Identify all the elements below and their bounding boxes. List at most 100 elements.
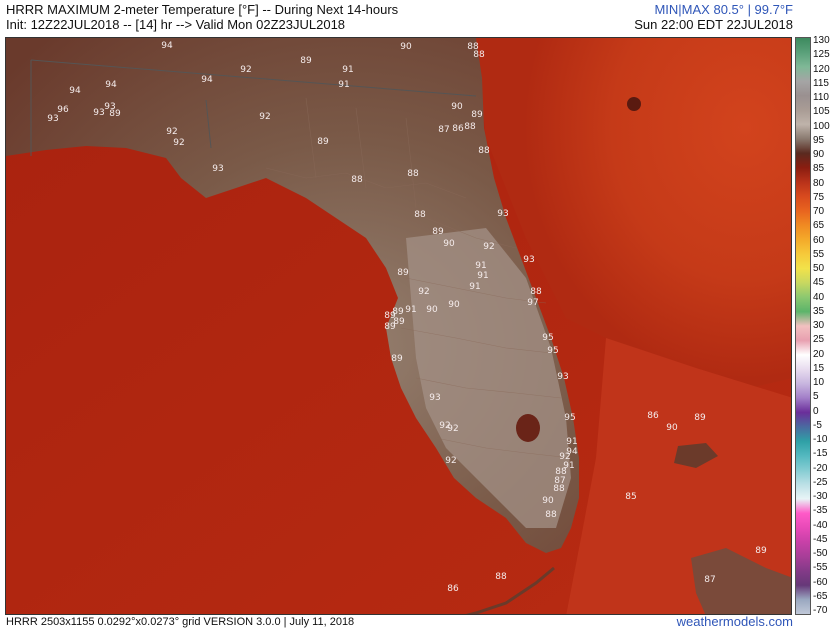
county-lines bbox=[265, 97, 572, 459]
temp-label: 90 bbox=[400, 42, 412, 52]
temp-label: 91 bbox=[566, 437, 577, 447]
temp-label: 93 bbox=[104, 102, 115, 112]
colorbar-tick-label: 50 bbox=[813, 263, 825, 274]
temp-label: 95 bbox=[564, 413, 575, 423]
temp-label: 89 bbox=[392, 307, 404, 317]
temp-label: 88 bbox=[414, 210, 426, 220]
temp-label: 89 bbox=[109, 109, 121, 119]
colorbar-tick-label: 45 bbox=[813, 277, 825, 289]
temp-label: 86 bbox=[452, 124, 464, 134]
colorbar-tick-label: -5 bbox=[813, 419, 822, 431]
temp-label: 88 bbox=[545, 510, 557, 520]
colorbar-tick-label: 35 bbox=[813, 305, 825, 317]
temp-label: 91 bbox=[469, 282, 480, 292]
temp-label: 90 bbox=[451, 102, 463, 112]
florida-keys bbox=[465, 566, 555, 614]
colorbar-tick-label: -35 bbox=[813, 505, 828, 517]
temp-label: 85 bbox=[625, 492, 636, 502]
temp-label: 89 bbox=[755, 546, 767, 556]
colorbar-tick-label: -50 bbox=[813, 548, 828, 559]
init-time-label: Init: 12Z22JUL2018 -- [14] hr --> Valid … bbox=[6, 17, 346, 32]
temp-label: 89 bbox=[432, 227, 444, 237]
colorbar-tick-label: 75 bbox=[813, 191, 825, 203]
temp-label: 92 bbox=[559, 452, 570, 462]
temp-label: 97 bbox=[527, 298, 538, 308]
temp-label: 89 bbox=[471, 110, 483, 120]
colorbar-tick-label: -70 bbox=[813, 605, 828, 616]
grid-info-footer: HRRR 2503x1155 0.0292°x0.0273° grid VERS… bbox=[6, 616, 355, 628]
colorbar-tick-label: 100 bbox=[813, 120, 830, 132]
temp-label: 95 bbox=[547, 346, 558, 356]
colorbar-tick-label: -40 bbox=[813, 519, 828, 531]
colorbar-tick-label: 30 bbox=[813, 320, 825, 331]
colorbar-tick-label: 40 bbox=[813, 291, 825, 303]
colorbar-tick-label: 65 bbox=[813, 220, 825, 232]
temp-label: 95 bbox=[542, 333, 553, 343]
colorbar-tick-label: 10 bbox=[813, 377, 825, 388]
colorbar-labels: 130 125 120 115 110 105 100 95 90 85 80 75 70 65 60 55 5… bbox=[813, 35, 839, 616]
temp-label: 92 bbox=[447, 424, 458, 434]
temp-label: 88 bbox=[478, 146, 490, 156]
temp-label: 91 bbox=[405, 305, 416, 315]
colorbar-tick-label: -60 bbox=[813, 576, 828, 588]
colorbar bbox=[795, 37, 811, 615]
temp-label: 91 bbox=[342, 65, 353, 75]
colorbar-tick-label: 25 bbox=[813, 334, 825, 346]
temperature-map: 94 90 88 88 89 92 91 94 94 94 91 96 93 93 89 93 92 90 89 87… bbox=[5, 37, 792, 615]
colorbar-tick-label: 70 bbox=[813, 206, 825, 217]
colorbar-tick-label: 105 bbox=[813, 106, 830, 118]
colorbar-tick-label: 130 bbox=[813, 35, 830, 46]
warm-atlantic-patch bbox=[566, 338, 791, 614]
temp-label: 89 bbox=[384, 311, 396, 321]
colorbar-tick-label: 90 bbox=[813, 149, 825, 160]
temp-label: 94 bbox=[566, 447, 578, 457]
colorbar-tick-label: -15 bbox=[813, 448, 828, 460]
temp-label: 93 bbox=[497, 209, 508, 219]
colorbar-tick-label: -10 bbox=[813, 434, 828, 445]
temp-label: 90 bbox=[542, 496, 554, 506]
temp-label: 89 bbox=[317, 137, 329, 147]
site-credit: weathermodels.com bbox=[676, 614, 793, 629]
temp-label: 93 bbox=[47, 114, 58, 124]
temp-label: 90 bbox=[426, 305, 438, 315]
temp-label: 93 bbox=[93, 108, 104, 118]
temp-label: 92 bbox=[445, 456, 456, 466]
temp-label: 90 bbox=[666, 423, 678, 433]
temp-label: 89 bbox=[300, 56, 312, 66]
temp-label: 96 bbox=[57, 105, 69, 115]
temp-label: 92 bbox=[166, 127, 177, 137]
cuba-land bbox=[691, 548, 791, 614]
temp-label: 92 bbox=[418, 287, 429, 297]
temp-label: 88 bbox=[407, 169, 419, 179]
colorbar-tick-label: -30 bbox=[813, 491, 828, 502]
temp-label: 87 bbox=[704, 575, 715, 585]
atlantic-ocean bbox=[476, 38, 791, 398]
temp-label: 94 bbox=[69, 86, 81, 96]
temp-label: 94 bbox=[105, 80, 117, 90]
temp-label: 88 bbox=[555, 467, 567, 477]
temp-label: 92 bbox=[173, 138, 184, 148]
temp-label: 87 bbox=[554, 476, 565, 486]
temp-label: 91 bbox=[475, 261, 486, 271]
temp-label: 92 bbox=[259, 112, 270, 122]
temp-label: 88 bbox=[530, 287, 542, 297]
colorbar-tick-label: 15 bbox=[813, 362, 825, 374]
temp-label: 92 bbox=[240, 65, 251, 75]
temp-label: 93 bbox=[523, 255, 534, 265]
temp-label: 89 bbox=[384, 322, 396, 332]
temp-label: 88 bbox=[473, 50, 485, 60]
colorbar-tick-label: 85 bbox=[813, 163, 825, 175]
temp-label: 90 bbox=[443, 239, 455, 249]
temp-label: 89 bbox=[391, 354, 403, 364]
colorbar-tick-label: -45 bbox=[813, 533, 828, 545]
valid-time-label: Sun 22:00 EDT 22JUL2018 bbox=[634, 17, 793, 32]
bahamas-andros bbox=[674, 443, 718, 468]
min-max-label: MIN|MAX 80.5° | 99.7°F bbox=[654, 2, 793, 17]
colorbar-tick-label: 55 bbox=[813, 248, 825, 260]
temp-label: 88 bbox=[495, 572, 507, 582]
colorbar-tick-label: 95 bbox=[813, 134, 825, 146]
temp-label: 93 bbox=[429, 393, 440, 403]
temp-label: 91 bbox=[477, 271, 488, 281]
hot-spot-atlantic bbox=[627, 97, 641, 111]
temp-label: 91 bbox=[563, 461, 574, 471]
